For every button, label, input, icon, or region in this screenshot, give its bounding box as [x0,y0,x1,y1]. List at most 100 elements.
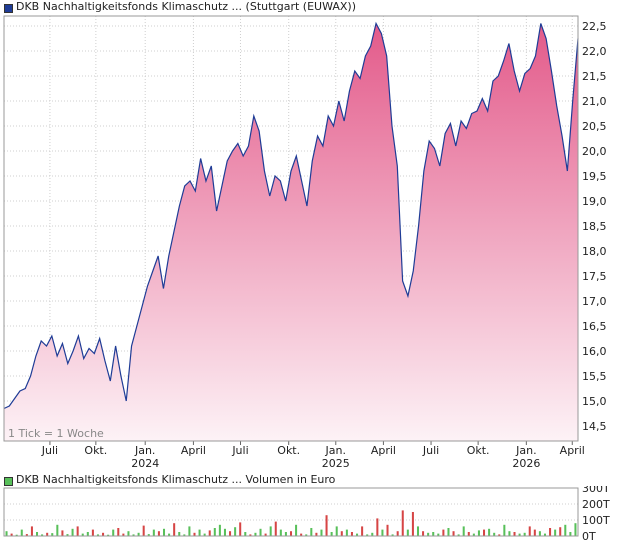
volume-bar [25,534,28,536]
volume-bar [162,528,166,536]
price-y-tick-label: 18,5 [582,220,607,233]
price-y-tick-label: 17,5 [582,270,607,283]
volume-bar [381,529,384,536]
volume-bar [269,526,272,536]
volume-bar [76,526,79,536]
volume-bar [71,528,74,536]
price-x-year-label: 2026 [512,457,540,470]
volume-bar [279,529,282,536]
volume-y-tick-label: 200T [582,498,610,511]
volume-bar [442,529,445,536]
price-y-tick-label: 19,5 [582,170,607,183]
price-series-line [3,21,579,410]
volume-bar [41,534,44,536]
volume-bar [20,529,23,536]
volume-bar [483,529,486,536]
volume-bar [543,533,546,536]
volume-bar [254,532,257,536]
volume-bar [432,532,435,536]
volume-bar [223,528,226,536]
volume-bar [564,524,567,536]
price-legend-swatch [4,4,13,13]
price-x-tick-label: Juli [231,444,248,457]
volume-bar [376,518,379,536]
volume-bar [147,534,150,536]
volume-bar [203,533,206,536]
volume-bar [437,533,440,536]
price-y-tick-label: 18,0 [582,245,607,258]
volume-bar [56,524,59,536]
price-x-tick-label: Okt. [467,444,490,457]
volume-bar [554,529,557,536]
volume-bar [244,532,247,536]
volume-bar [142,525,145,536]
volume-bar [320,529,323,536]
volume-bar [533,529,536,536]
price-y-tick-label: 15,5 [582,370,607,383]
volume-bar [335,526,338,536]
price-y-tick-label: 22,5 [582,20,607,33]
price-y-tick-label: 15,0 [582,395,607,408]
price-y-tick-label: 20,0 [582,145,607,158]
volume-bar [117,528,120,536]
volume-bar [416,526,420,536]
price-x-tick-label: April [371,444,396,457]
volume-bar [152,529,155,536]
volume-bar [112,529,115,536]
price-x-tick-label: Okt. [277,444,300,457]
price-x-year-label: 2025 [322,457,350,470]
volume-bar [289,531,293,536]
volume-bar [5,531,8,536]
price-x-tick-label: Jan. [515,444,536,457]
volume-bar [472,533,475,536]
volume-bar [102,532,105,536]
volume-bar [157,531,160,536]
volume-bar [107,534,110,536]
volume-bar [86,532,89,536]
price-y-tick-label: 19,0 [582,195,607,208]
volume-bar [350,532,353,536]
price-plot-frame [3,15,579,442]
volume-bar [574,523,577,536]
volume-bar [462,526,465,536]
price-y-tick-label: 14,5 [582,420,607,433]
volume-bar [274,521,277,536]
volume-bar [188,526,191,536]
price-x-tick-label: Jan. [325,444,346,457]
volume-bar [137,532,140,536]
volume-bar [284,532,287,536]
volume-bar [122,533,125,536]
volume-bar [406,529,409,536]
volume-bar [391,534,394,536]
volume-bar [411,512,414,536]
volume-bar [366,534,369,536]
volume-bar [178,532,181,536]
tick-annotation: 1 Tick = 1 Woche [8,427,104,440]
volume-bar [386,524,389,536]
volume-bar [300,533,303,536]
volume-bar [249,534,252,536]
volume-bar [239,522,242,536]
volume-bar [457,534,460,536]
volume-bar [132,534,135,536]
volume-bar [310,528,313,536]
volume-bar [234,527,237,536]
volume-bar [447,528,450,536]
volume-bar [569,532,572,536]
price-y-tick-label: 20,5 [582,120,607,133]
volume-plot-frame [3,487,579,537]
volume-bar [361,526,364,536]
volume-bar [523,532,526,536]
volume-bar [198,529,201,536]
volume-bar [15,534,18,536]
volume-bar [213,528,216,536]
volume-bar [208,530,211,536]
volume-bar [422,531,425,536]
price-x-year-label: 2024 [131,457,159,470]
price-x-tick-label: Juli [422,444,439,457]
volume-y-tick-label: 100T [582,514,610,527]
volume-bar [356,533,359,536]
volume-bar [36,532,39,536]
volume-bar [66,534,69,536]
volume-bar [488,528,491,536]
